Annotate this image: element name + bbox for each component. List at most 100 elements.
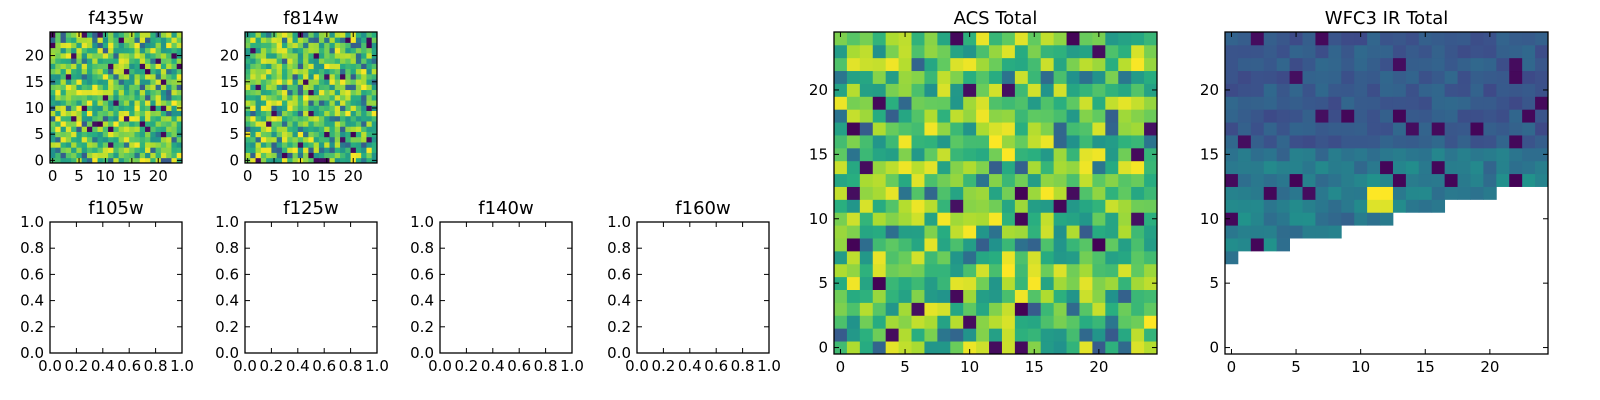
heatmap-cell [250, 105, 256, 111]
heatmap-cell [1276, 32, 1290, 46]
heatmap-cell [1237, 83, 1252, 97]
heatmap-cell [129, 152, 135, 159]
heatmap-cell [1040, 70, 1055, 84]
heatmap-cell [340, 37, 346, 43]
heatmap-cell [963, 122, 977, 136]
x-tick-label: 0.6 [312, 357, 336, 375]
heatmap-cell [1092, 315, 1106, 329]
heatmap-cell [371, 32, 378, 38]
heatmap-cell [292, 121, 299, 127]
heatmap-cell [1001, 263, 1016, 278]
heatmap-cell [160, 52, 167, 59]
panel-title: f140w [478, 198, 533, 219]
heatmap-cell [297, 94, 304, 101]
heatmap-cell [366, 136, 373, 143]
heatmap-cell [271, 115, 278, 122]
heatmap-cell [1014, 109, 1029, 123]
heatmap-cell [1053, 44, 1067, 59]
heatmap-cell [1105, 57, 1119, 72]
heatmap-cell [1431, 199, 1446, 213]
heatmap-cell [155, 121, 162, 127]
heatmap-cell [1066, 122, 1080, 136]
heatmap-cell [102, 89, 109, 96]
heatmap-cell [245, 73, 251, 80]
heatmap-cell [123, 115, 130, 122]
heatmap-cell [71, 73, 77, 80]
heatmap-cell [345, 58, 351, 64]
heatmap-cell [271, 152, 278, 159]
heatmap-cell [60, 136, 67, 143]
heatmap-cell [937, 212, 951, 226]
heatmap-cell [1131, 186, 1145, 200]
heatmap-cell [924, 250, 938, 265]
heatmap-cell [297, 152, 304, 159]
heatmap-cell [334, 42, 341, 49]
y-tick-label: 5 [818, 274, 828, 292]
heatmap-cell [371, 147, 378, 153]
heatmap-cell [1483, 44, 1497, 59]
heatmap-cell [371, 42, 378, 49]
heatmap-cell [155, 52, 162, 59]
heatmap-cell [834, 315, 848, 329]
heatmap-cell [371, 58, 378, 64]
heatmap-cell [134, 142, 141, 148]
heatmap-cell [245, 126, 251, 132]
heatmap-cell [1105, 96, 1119, 110]
heatmap-cell [1354, 96, 1368, 110]
heatmap-cell [846, 109, 861, 123]
heatmap-cell [1522, 57, 1536, 72]
heatmap-cell [250, 47, 256, 54]
heatmap-cell [1066, 212, 1080, 226]
heatmap-cell [92, 37, 98, 43]
heatmap-cell [872, 212, 887, 226]
heatmap-cell [1341, 186, 1355, 200]
heatmap-cell [60, 89, 67, 96]
heatmap-cell [1092, 44, 1106, 59]
heatmap-cell [911, 289, 925, 303]
heatmap-cell [155, 105, 162, 111]
heatmap-cell [318, 147, 325, 153]
heatmap-cell [297, 68, 304, 75]
heatmap-cell [989, 147, 1003, 162]
heatmap-cell [924, 289, 938, 303]
heatmap-cell [1040, 341, 1055, 355]
heatmap-cell [260, 126, 267, 132]
x-tick-label: 0.0 [38, 357, 62, 375]
heatmap-cell [1014, 263, 1029, 278]
heatmap-cell [118, 58, 125, 64]
heatmap-cell [308, 58, 315, 64]
heatmap-cell [885, 173, 899, 187]
heatmap-cell [266, 47, 272, 54]
heatmap-cell [924, 328, 938, 342]
heatmap-cell [859, 160, 874, 175]
heatmap-cell [292, 37, 299, 43]
heatmap-cell [1040, 135, 1055, 149]
heatmap-cell [924, 173, 938, 187]
heatmap-cell [329, 136, 336, 143]
heatmap-cell [292, 100, 299, 106]
heatmap-cell [1105, 70, 1119, 84]
heatmap-cell [166, 52, 172, 59]
heatmap-cell [329, 131, 336, 138]
heatmap-cell [97, 152, 104, 159]
heatmap-cell [911, 328, 925, 342]
heatmap-cell [171, 68, 178, 75]
heatmap-cell [1105, 109, 1119, 123]
heatmap-cell [171, 136, 178, 143]
heatmap-cell [1509, 173, 1523, 187]
heatmap-cell [1079, 96, 1093, 110]
heatmap-cell [937, 276, 951, 290]
heatmap-cell [65, 121, 72, 127]
heatmap-cell [65, 84, 72, 91]
heatmap-cell [50, 142, 56, 148]
heatmap-cell [1341, 57, 1355, 72]
heatmap-cell [176, 142, 183, 148]
heatmap-cell [937, 160, 951, 175]
heatmap-cell [123, 136, 130, 143]
panel-title: f814w [283, 8, 338, 29]
heatmap-cell [276, 79, 283, 85]
heatmap-cell [134, 73, 141, 80]
heatmap-cell [898, 328, 912, 342]
y-tick-label: 0.2 [410, 318, 434, 336]
heatmap-cell [308, 47, 315, 54]
